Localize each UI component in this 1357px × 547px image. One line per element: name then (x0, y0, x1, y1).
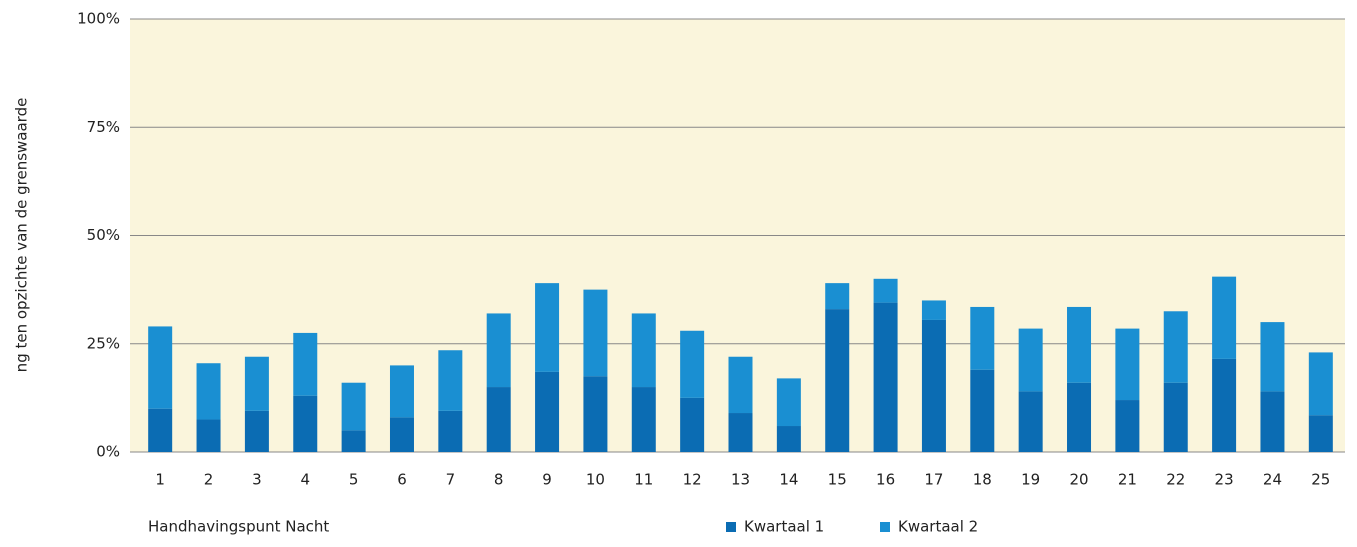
y-tick-label: 50% (87, 226, 120, 244)
bar-segment (1115, 328, 1140, 401)
x-tick-label: 11 (634, 471, 653, 489)
x-tick-label: 13 (731, 471, 750, 489)
bar-segment (583, 376, 608, 452)
x-tick-label: 5 (349, 471, 359, 489)
legend-label: Kwartaal 2 (898, 518, 978, 536)
bar-segment (921, 300, 946, 320)
bar-segment (631, 387, 656, 452)
bar-segment (1067, 382, 1092, 452)
x-tick-label: 4 (300, 471, 310, 489)
x-tick-label: 12 (683, 471, 702, 489)
bar-segment (438, 410, 463, 452)
bar-segment (970, 306, 995, 370)
x-axis-label: Handhavingspunt Nacht (148, 518, 329, 536)
bar-segment (148, 408, 173, 452)
bar-segment (1018, 391, 1043, 452)
bar-segment (148, 326, 173, 409)
y-tick-label: 100% (77, 10, 120, 28)
legend-swatch (880, 522, 890, 532)
bar-segment (776, 426, 801, 452)
y-tick-label: 25% (87, 334, 120, 352)
bar-segment (1067, 306, 1092, 383)
bar-segment (293, 395, 318, 452)
bar-segment (438, 350, 463, 411)
x-tick-label: 17 (924, 471, 943, 489)
bar-segment (244, 410, 269, 452)
bar-segment (196, 363, 221, 420)
x-tick-label: 20 (1069, 471, 1088, 489)
legend-swatch (726, 522, 736, 532)
bar-segment (825, 309, 850, 452)
x-tick-label: 3 (252, 471, 262, 489)
bar-segment (1212, 358, 1237, 452)
bar-segment (873, 278, 898, 303)
y-axis-label: ng ten opzichte van de grenswaarde (13, 98, 31, 373)
bar-segment (486, 313, 511, 388)
bar-segment (535, 283, 560, 372)
x-tick-label: 1 (155, 471, 165, 489)
x-tick-label: 15 (828, 471, 847, 489)
bar-segment (873, 302, 898, 452)
bar-segment (1163, 382, 1188, 452)
bar-segment (728, 356, 753, 414)
legend-label: Kwartaal 1 (744, 518, 824, 536)
x-tick-label: 14 (779, 471, 798, 489)
bar-segment (680, 397, 705, 452)
bar-segment (583, 289, 608, 377)
y-tick-label: 75% (87, 118, 120, 136)
x-tick-label: 25 (1311, 471, 1330, 489)
bar-segment (1018, 328, 1043, 392)
bar-segment (389, 365, 414, 418)
bar-segment (341, 430, 366, 452)
bar-segment (293, 332, 318, 396)
bar-segment (244, 356, 269, 411)
bar-segment (486, 387, 511, 452)
bar-segment (389, 417, 414, 452)
bar-segment (535, 371, 560, 452)
x-tick-label: 7 (446, 471, 456, 489)
bar-segment (680, 330, 705, 398)
bar-segment (776, 378, 801, 427)
x-tick-label: 23 (1215, 471, 1234, 489)
x-tick-label: 21 (1118, 471, 1137, 489)
x-tick-label: 22 (1166, 471, 1185, 489)
bar-segment (1308, 415, 1333, 452)
x-tick-label: 2 (204, 471, 214, 489)
bar-segment (1260, 322, 1285, 392)
bar-segment (341, 382, 366, 431)
x-tick-label: 18 (973, 471, 992, 489)
bar-segment (1260, 391, 1285, 452)
bar-segment (1163, 311, 1188, 383)
bar-segment (825, 283, 850, 310)
bar-segment (728, 413, 753, 452)
bar-segment (1115, 400, 1140, 452)
x-tick-label: 9 (542, 471, 552, 489)
x-tick-label: 19 (1021, 471, 1040, 489)
x-tick-label: 16 (876, 471, 895, 489)
x-tick-label: 10 (586, 471, 605, 489)
bar-segment (196, 419, 221, 452)
x-tick-label: 24 (1263, 471, 1282, 489)
x-tick-label: 8 (494, 471, 504, 489)
bar-segment (1212, 276, 1237, 359)
y-tick-label: 0% (96, 443, 120, 461)
bar-segment (970, 369, 995, 452)
bar-segment (921, 319, 946, 452)
bar-segment (631, 313, 656, 388)
x-tick-label: 6 (397, 471, 407, 489)
bar-segment (1308, 352, 1333, 416)
